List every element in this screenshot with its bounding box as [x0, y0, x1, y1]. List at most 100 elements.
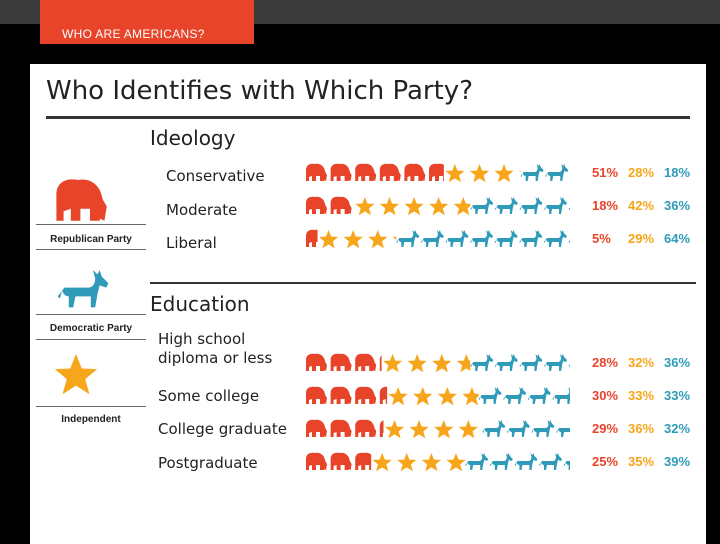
elephant-icon: [379, 163, 401, 181]
percent-label-star: 32%: [628, 355, 655, 370]
legend-divider: [36, 314, 146, 315]
elephant-icon: [306, 386, 327, 404]
donkey-icon: [470, 197, 494, 214]
star-icon: [368, 230, 388, 249]
donkey-icon: [482, 420, 506, 437]
elephant-icon: [355, 419, 377, 437]
donkey-icon: [489, 453, 513, 470]
donkey-icon: [568, 354, 570, 371]
donkey-icon: [545, 164, 569, 181]
infographic-card: Who Identifies with Which Party? Ideolog…: [30, 64, 706, 544]
percent-label-elephant: 5%: [592, 231, 611, 246]
category-label: Moderate: [166, 201, 238, 219]
elephant-icon: [429, 163, 444, 181]
elephant-icon: [330, 386, 352, 404]
donkey-icon: [520, 164, 544, 181]
star-icon: [407, 354, 427, 373]
donkey-icon: [527, 387, 551, 404]
percent-label-donkey: 33%: [664, 388, 691, 403]
elephant-icon: [330, 419, 352, 437]
donkey-icon: [396, 230, 420, 247]
category-label: College graduate: [158, 420, 287, 438]
star-icon: [384, 420, 405, 439]
bar-segment-elephant: [306, 353, 382, 371]
bar-segment-donkey: [465, 453, 571, 470]
star-icon: [446, 453, 466, 472]
percent-label-donkey: 32%: [664, 421, 691, 436]
donkey-icon: [568, 230, 570, 247]
bar-segment-elephant: [306, 386, 388, 404]
donkey-icon: [519, 197, 543, 214]
elephant-icon: [355, 386, 377, 404]
donkey-icon: [420, 230, 444, 247]
bar-segment-star: [384, 420, 478, 439]
percent-label-star: 35%: [628, 454, 655, 469]
elephant-icon: [330, 452, 352, 470]
percent-label-elephant: 18%: [592, 198, 619, 213]
category-label: High school diploma or less: [158, 330, 273, 367]
percent-label-elephant: 51%: [592, 165, 619, 180]
percent-label-star: 29%: [628, 231, 655, 246]
percent-label-elephant: 25%: [592, 454, 619, 469]
legend-label-independent: Independent: [61, 414, 121, 425]
section-divider: [150, 282, 696, 284]
category-label: Liberal: [166, 234, 217, 252]
percent-label-elephant: 30%: [592, 388, 619, 403]
star-icon: [372, 453, 392, 472]
elephant-icon: [306, 419, 327, 437]
legend-label-democratic: Democratic Party: [49, 323, 133, 334]
elephant-icon: [306, 452, 327, 470]
elephant-icon: [306, 163, 327, 181]
star-icon: [432, 354, 452, 373]
legend-divider: [36, 406, 146, 407]
star-icon: [355, 197, 375, 216]
star-icon: [453, 197, 471, 216]
percent-label-elephant: 28%: [592, 355, 619, 370]
elephant-icon: [306, 196, 327, 214]
star-icon: [397, 453, 417, 472]
bar-segment-donkey: [482, 420, 571, 437]
star-icon: [462, 387, 479, 406]
star-icon: [445, 164, 465, 183]
donkey-icon: [563, 453, 571, 470]
legend-elephant-icon: [56, 179, 107, 221]
legend-star-icon: [54, 354, 98, 395]
section-tab: WHO ARE AMERICANS?: [40, 0, 254, 44]
ideology-title: Ideology: [150, 126, 236, 150]
star-icon: [437, 387, 457, 406]
elephant-icon: [355, 163, 377, 181]
donkey-icon: [556, 420, 571, 437]
donkey-icon: [494, 197, 518, 214]
donkey-icon: [494, 230, 518, 247]
education-title: Education: [150, 292, 250, 316]
donkey-icon: [470, 354, 494, 371]
star-icon: [421, 453, 441, 472]
star-icon: [343, 230, 363, 249]
bar-segment-star: [318, 230, 397, 249]
donkey-icon: [519, 230, 543, 247]
elephant-icon: [330, 196, 352, 214]
donkey-icon: [552, 387, 570, 404]
star-icon: [409, 420, 429, 439]
legend-divider: [36, 249, 146, 250]
star-icon: [413, 387, 433, 406]
star-icon: [469, 164, 490, 183]
bar-segment-elephant: [306, 419, 384, 437]
star-icon: [429, 197, 449, 216]
percent-label-donkey: 18%: [664, 165, 691, 180]
donkey-icon: [494, 354, 518, 371]
category-label: Some college: [158, 387, 260, 405]
elephant-icon: [355, 353, 377, 371]
donkey-icon: [568, 197, 570, 214]
percent-label-star: 33%: [628, 388, 655, 403]
donkey-icon: [531, 420, 555, 437]
bar-segment-donkey: [396, 230, 570, 247]
donkey-icon: [470, 230, 494, 247]
legend-donkey-icon: [57, 270, 109, 308]
category-label: Postgraduate: [158, 454, 258, 472]
elephant-icon: [330, 353, 352, 371]
chart-icons: [54, 163, 571, 472]
bar-segment-donkey: [478, 387, 570, 404]
category-label: Conservative: [166, 167, 265, 185]
star-icon: [388, 387, 408, 406]
